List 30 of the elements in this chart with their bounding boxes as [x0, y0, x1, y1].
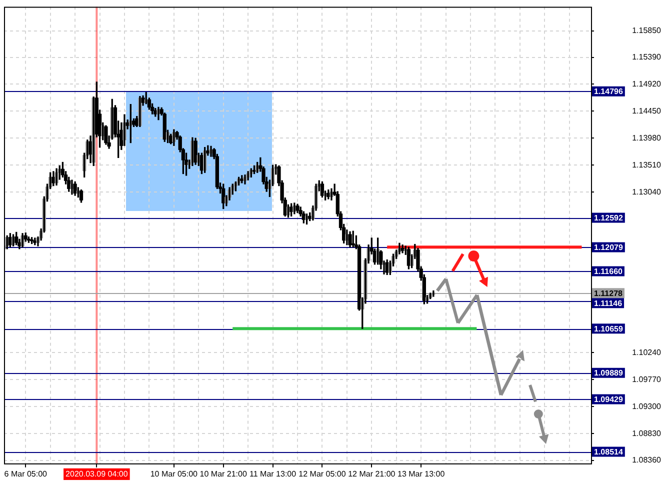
- x-tick-label: 10 Mar 21:00: [200, 469, 248, 478]
- y-tick-label: 1.08830: [632, 428, 662, 438]
- y-tick-label: 1.09770: [632, 374, 662, 384]
- ref-line-label: 1.09889: [594, 368, 624, 378]
- y-tick-label: 1.08360: [632, 456, 662, 465]
- x-tick-label: 12 Mar 21:00: [348, 469, 396, 478]
- y-tick-label: 1.14920: [632, 79, 662, 88]
- y-tick-label: 1.13040: [632, 187, 662, 196]
- x-tick-label: 13 Mar 13:00: [398, 469, 446, 478]
- x-tick-label: 10 Mar 05:00: [150, 469, 198, 478]
- y-tick-label: 1.09300: [632, 402, 662, 411]
- x-tick-label: 11 Mar 13:00: [250, 469, 297, 478]
- ref-line-label: 1.11660: [594, 266, 624, 276]
- y-tick-label: 1.10240: [632, 348, 662, 357]
- ref-line-label: 1.09429: [594, 394, 624, 404]
- y-tick-label: 1.13510: [632, 160, 662, 170]
- x-tick-label: 12 Mar 05:00: [298, 469, 346, 478]
- ref-line-label: 1.11278: [594, 288, 624, 298]
- ref-line-label: 1.11146: [594, 298, 623, 308]
- y-tick-label: 1.13980: [632, 133, 662, 142]
- y-tick-label: 1.15390: [632, 52, 662, 62]
- ref-line-label: 1.12079: [594, 242, 624, 252]
- y-tick-label: 1.15850: [632, 26, 662, 36]
- y-tick-label: 1.14450: [632, 106, 662, 116]
- x-tick-label: 2020.03.09 04:00: [66, 469, 128, 478]
- ref-line-label: 1.10659: [594, 324, 624, 334]
- ref-line-label: 1.08514: [594, 447, 624, 456]
- x-tick-label: 6 Mar 05:00: [4, 469, 48, 478]
- ref-line-label: 1.12592: [594, 213, 624, 222]
- ref-line-label: 1.14796: [594, 87, 624, 96]
